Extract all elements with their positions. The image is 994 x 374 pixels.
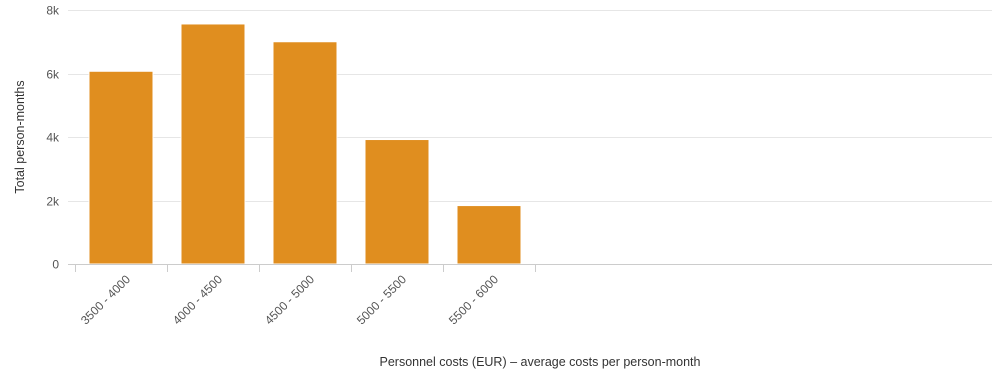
- bar: [180, 23, 246, 265]
- x-tick-label: 4500 - 5000: [262, 272, 317, 327]
- bar: [364, 139, 430, 265]
- x-tick-label: 5000 - 5500: [354, 272, 409, 327]
- y-tick-label: 8k: [46, 4, 60, 18]
- x-axis-title: Personnel costs (EUR) – average costs pe…: [380, 355, 701, 369]
- x-tick-label: 5500 - 6000: [446, 272, 501, 327]
- y-tick-label: 2k: [46, 195, 60, 209]
- y-axis-ticks: 0 2k 4k 6k 8k: [46, 4, 60, 272]
- y-tick-label: 0: [52, 258, 59, 272]
- x-tick-label: 4000 - 4500: [170, 272, 225, 327]
- bars: [88, 23, 522, 265]
- y-tick-label: 4k: [46, 131, 60, 145]
- bar: [88, 70, 154, 265]
- x-axis-ticks: 3500 - 4000 4000 - 4500 4500 - 5000 5000 - …: [75, 264, 536, 327]
- y-axis-title: Total person-months: [13, 80, 27, 193]
- y-tick-label: 6k: [46, 68, 60, 82]
- x-tick-label: 3500 - 4000: [78, 272, 133, 327]
- bar: [456, 205, 522, 265]
- bar: [272, 41, 338, 265]
